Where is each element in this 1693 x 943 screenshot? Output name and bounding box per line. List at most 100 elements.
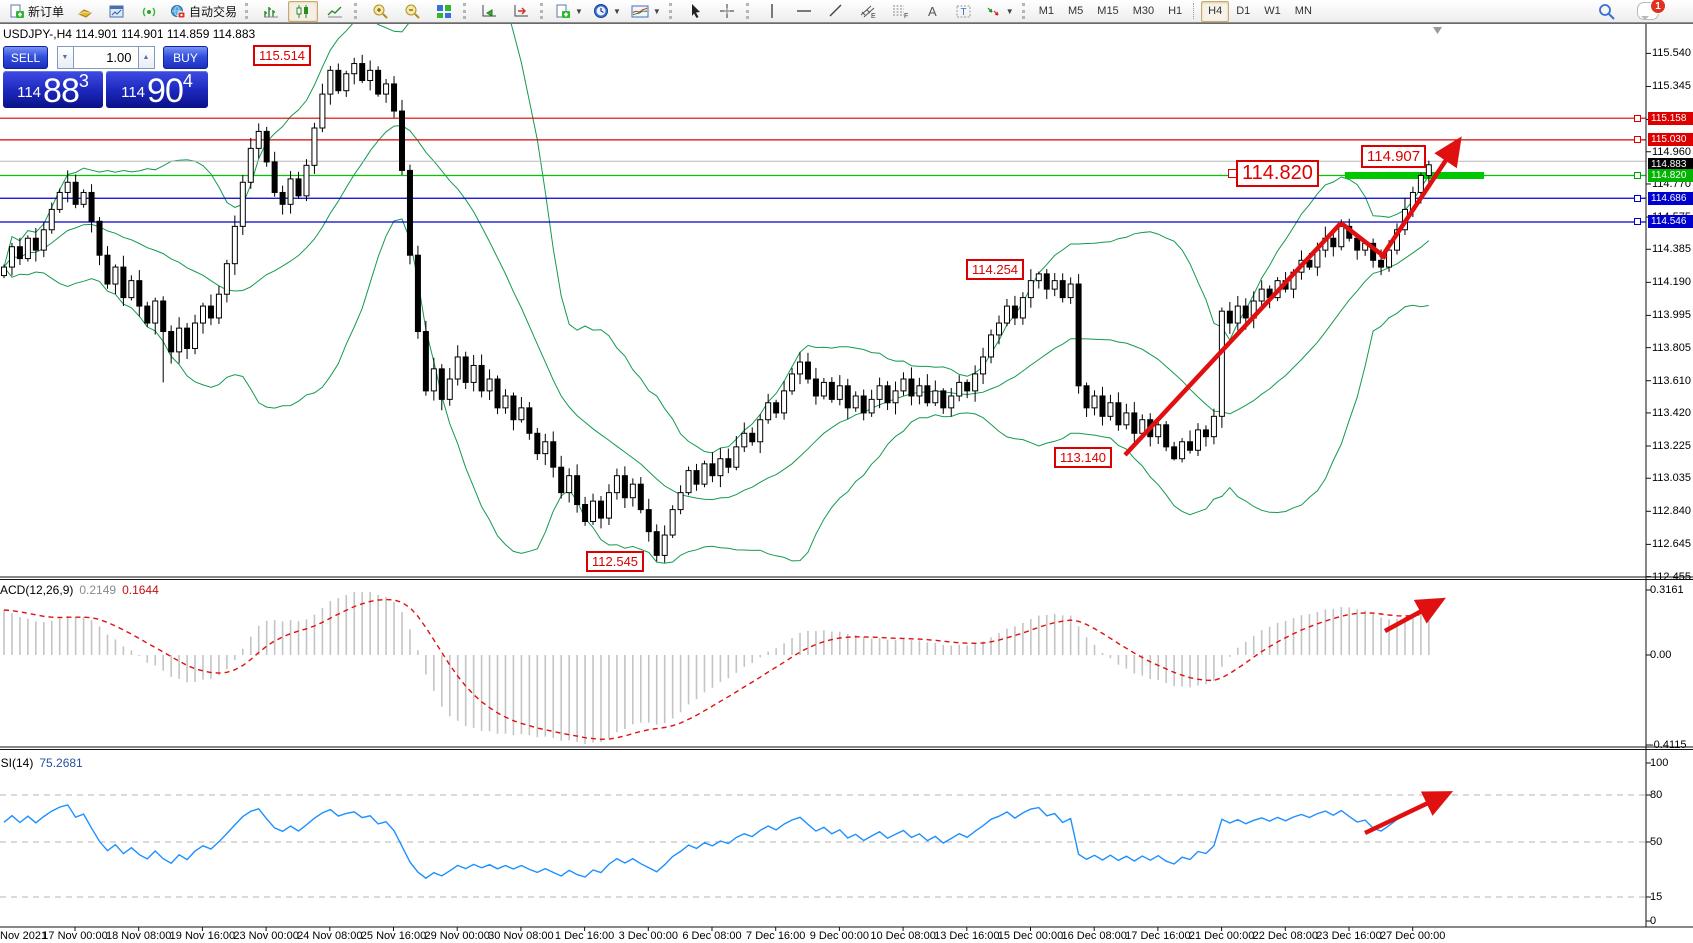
buy-button[interactable]: BUY — [163, 46, 208, 69]
new-order-button[interactable]: 新订单 — [5, 1, 68, 22]
price-annotation-114.907[interactable]: 114.907 — [1361, 145, 1427, 168]
chart-window-button[interactable] — [102, 1, 132, 22]
svg-text:E: E — [871, 13, 876, 19]
sell-price-panel[interactable]: 114 88 3 — [3, 71, 103, 108]
signal-button[interactable] — [134, 1, 164, 22]
autotrade-button[interactable]: 自动交易 — [166, 1, 241, 22]
time-axis-label: 29 Nov 00:00 — [424, 930, 490, 942]
toolbar-separator — [245, 3, 252, 19]
timeframe-D1[interactable]: D1 — [1236, 5, 1251, 17]
autotrade-icon — [170, 4, 186, 19]
macd-value-main: 0.2149 — [79, 583, 117, 597]
widget-gap — [48, 46, 57, 69]
indicator-axis-label: 0 — [1650, 915, 1657, 927]
tile-windows-button[interactable] — [429, 1, 459, 22]
price-tick-label: 113.610 — [1652, 374, 1691, 387]
time-axis-label: 25 Nov 16:00 — [360, 930, 427, 942]
price-tick-label: 115.540 — [1652, 47, 1691, 60]
time-axis-label: 23 Dec 16:00 — [1316, 930, 1382, 942]
price-annotation-113.140[interactable]: 113.140 — [1054, 447, 1113, 468]
trend-arrow — [1383, 597, 1446, 633]
level-lines[interactable] — [0, 117, 1646, 223]
price-tag-115.030[interactable]: 115.030 — [1648, 133, 1693, 147]
timeframe-H1[interactable]: H1 — [1168, 5, 1183, 17]
volume-decrease-button[interactable]: ▼ — [56, 46, 74, 69]
text-label-tool-button[interactable]: T — [949, 1, 979, 22]
price-tag-114.546[interactable]: 114.546 — [1648, 215, 1693, 229]
buy-price-panel[interactable]: 114 90 4 — [106, 71, 208, 108]
cursor-tool-button[interactable] — [680, 1, 710, 22]
time-axis-label: 22 Dec 08:00 — [1252, 930, 1319, 942]
new-order-icon — [9, 4, 25, 19]
search-button[interactable] — [1592, 1, 1622, 22]
chart-shift-button[interactable] — [506, 1, 536, 22]
line-handle[interactable] — [1634, 114, 1641, 122]
market-watch-button[interactable] — [70, 1, 100, 22]
price-annotation-114.820[interactable]: 114.820 — [1236, 160, 1319, 187]
zoom-out-button[interactable] — [397, 1, 427, 22]
price-tag-114.686[interactable]: 114.686 — [1648, 191, 1693, 205]
timeframe-W1[interactable]: W1 — [1264, 5, 1281, 17]
period-button[interactable]: ▼ — [589, 1, 625, 22]
time-axis-label: 6 Dec 08:00 — [682, 930, 742, 942]
line-handle[interactable] — [1634, 194, 1641, 202]
notifications-button[interactable]: 1 — [1637, 0, 1666, 20]
timeframe-M30[interactable]: M30 — [1132, 5, 1155, 17]
timeframe-M1[interactable]: M1 — [1038, 5, 1054, 17]
timeframe-group: M1 M5 M15 M30 H1 H4 D1 W1 MN — [1032, 0, 1319, 22]
price-annotation-112.545[interactable]: 112.545 — [586, 551, 645, 572]
templates-button[interactable]: ▼ — [551, 1, 587, 22]
fibonacci-tool-button[interactable]: F — [885, 1, 915, 22]
text-tool-button[interactable]: A — [917, 1, 947, 22]
buy-price-sup: 4 — [182, 71, 193, 91]
timeframe-M5[interactable]: M5 — [1068, 5, 1084, 17]
price-tick-label: 113.035 — [1652, 472, 1691, 485]
toolbar-separator — [668, 3, 676, 19]
green-highlight-bar[interactable] — [1345, 171, 1484, 179]
auto-scroll-button[interactable] — [474, 1, 504, 22]
time-axis-label: 9 Dec 00:00 — [809, 930, 870, 942]
annotation-connector[interactable] — [1228, 169, 1237, 178]
line-handle[interactable] — [1634, 136, 1641, 144]
channel-tool-button[interactable]: E — [853, 1, 883, 22]
price-annotation-115.514[interactable]: 115.514 — [253, 45, 312, 66]
trend-arrows[interactable] — [1123, 136, 1462, 836]
chart-shift-marker[interactable] — [1433, 27, 1442, 34]
candle-chart-mode-button[interactable] — [288, 0, 319, 22]
time-axis-label: 15 Dec 00:00 — [997, 930, 1064, 942]
price-annotation-114.254[interactable]: 114.254 — [966, 259, 1025, 280]
rsi-label: RSI(14) 75.2681 — [0, 756, 83, 770]
line-handle[interactable] — [1634, 218, 1641, 226]
bar-chart-mode-button[interactable] — [256, 1, 286, 22]
price-tick-label: 112.455 — [1652, 570, 1691, 583]
volume-increase-button[interactable]: ▲ — [137, 46, 155, 69]
trendline-tool-button[interactable] — [821, 1, 851, 22]
price-tag-114.883[interactable]: 114.883 — [1648, 158, 1693, 172]
indicators-button[interactable]: ▼ — [627, 1, 665, 22]
price-tick-label: 114.960 — [1652, 145, 1691, 158]
sell-button[interactable]: SELL — [3, 46, 48, 69]
volume-input[interactable]: 1.00 — [73, 46, 138, 69]
price-tick-label: 112.645 — [1652, 538, 1691, 551]
arrows-tool-button[interactable]: ▼ — [981, 1, 1018, 22]
price-tag-114.820[interactable]: 114.820 — [1648, 168, 1693, 182]
crosshair-tool-button[interactable] — [712, 1, 742, 22]
dropdown-caret-icon: ▼ — [652, 6, 661, 16]
horizontal-line-tool-button[interactable] — [789, 1, 819, 22]
time-axis-label: 7 Dec 16:00 — [746, 930, 806, 942]
line-handle[interactable] — [1634, 171, 1641, 179]
axis-tick-marks — [74, 52, 1651, 931]
timeframe-M15[interactable]: M15 — [1097, 5, 1119, 17]
price-tick-label: 113.420 — [1652, 406, 1691, 419]
zoom-in-button[interactable] — [365, 1, 395, 22]
vertical-line-tool-button[interactable] — [757, 1, 787, 22]
toolbar-separator — [463, 3, 470, 19]
price-tag-115.158[interactable]: 115.158 — [1648, 111, 1693, 125]
price-tick-label: 113.995 — [1652, 309, 1691, 322]
line-chart-mode-button[interactable] — [320, 1, 350, 22]
timeframe-MN[interactable]: MN — [1294, 5, 1312, 17]
rsi-value: 75.2681 — [39, 756, 83, 770]
timeframe-H4[interactable]: H4 — [1201, 0, 1230, 22]
